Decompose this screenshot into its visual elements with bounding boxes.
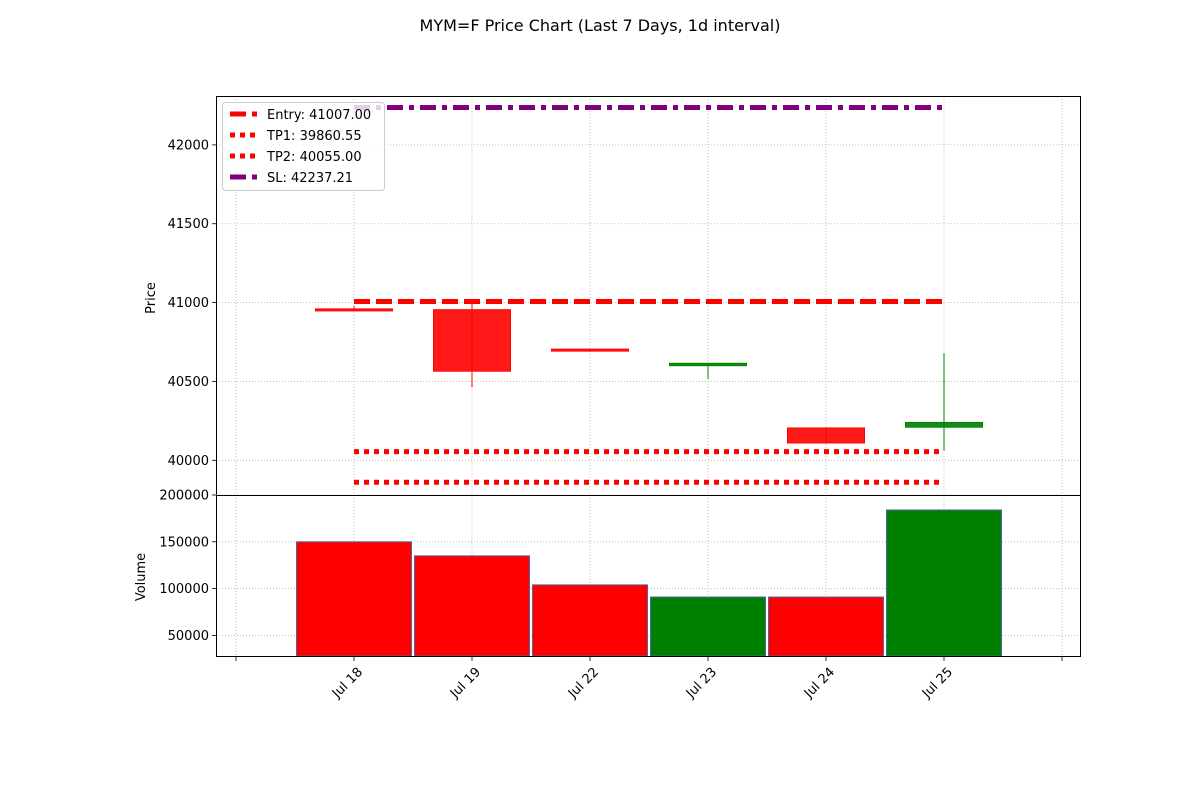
volume-bar	[296, 541, 412, 657]
legend-label: TP1: 39860.55	[266, 129, 362, 144]
candle-body	[905, 421, 983, 428]
candle-body	[787, 427, 865, 444]
price-tick-label: 40000	[168, 454, 209, 469]
legend-label: Entry: 41007.00	[267, 108, 371, 123]
x-tick-label: Jul 18	[329, 665, 366, 702]
candle-body	[433, 309, 511, 372]
volume-tick-label: 200000	[159, 489, 209, 504]
volume-axis-label: Volume	[134, 553, 149, 601]
price-tick-label: 41000	[168, 296, 209, 311]
price-tick-label: 40500	[168, 375, 209, 390]
legend-label: SL: 42237.21	[267, 171, 353, 186]
candle-body	[669, 362, 747, 367]
volume-bar	[532, 584, 648, 657]
price-axis-label: Price	[144, 282, 159, 314]
volume-tick-label: 50000	[168, 629, 209, 644]
price-tick-label: 41500	[168, 217, 209, 232]
volume-tick-label: 150000	[159, 535, 209, 550]
x-tick-label: Jul 25	[919, 665, 956, 702]
volume-bar	[886, 509, 1002, 657]
x-tick-label: Jul 22	[565, 665, 602, 702]
x-tick-label: Jul 24	[801, 665, 838, 702]
legend-box	[222, 102, 385, 191]
price-tick-label: 42000	[168, 138, 209, 153]
candle-body	[315, 308, 393, 312]
candle-body	[551, 348, 629, 352]
volume-bar	[414, 555, 530, 657]
volume-bar	[650, 596, 766, 657]
chart-title: MYM=F Price Chart (Last 7 Days, 1d inter…	[420, 16, 781, 35]
legend-label: TP2: 40055.00	[266, 150, 362, 165]
volume-panel-frame	[216, 495, 1081, 657]
volume-tick-label: 100000	[159, 582, 209, 597]
x-tick-label: Jul 19	[447, 665, 484, 702]
volume-bar	[768, 596, 884, 657]
x-tick-label: Jul 23	[683, 665, 720, 702]
